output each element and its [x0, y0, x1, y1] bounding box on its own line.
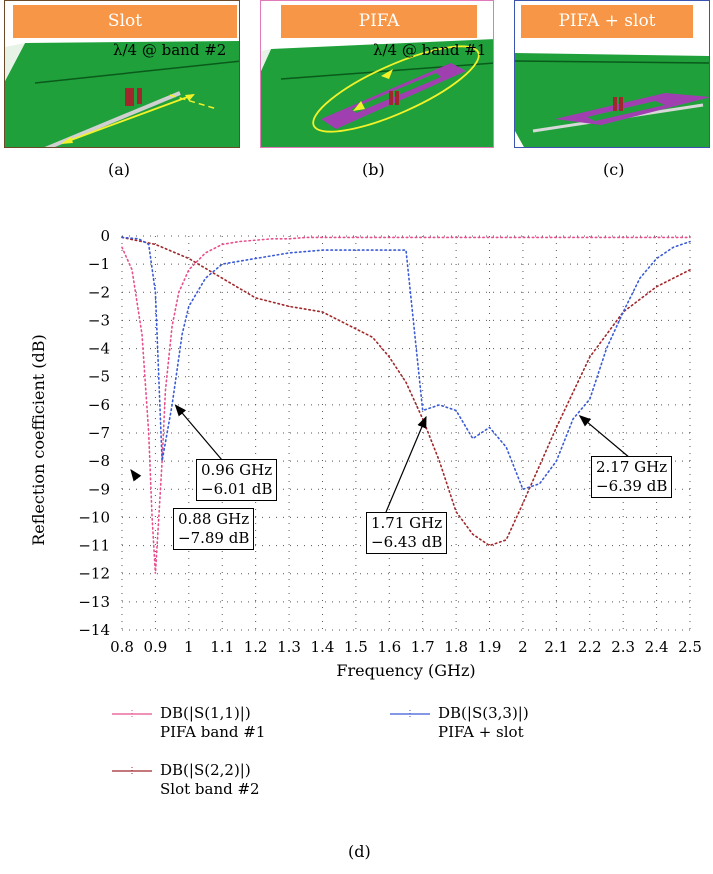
panel-b-note: λ/4 @ band #1	[373, 41, 487, 59]
y-axis-label: Reflection coefficient (dB)	[29, 334, 48, 546]
y-tick-label: −13	[78, 593, 110, 611]
panel-a-label: (a)	[108, 160, 131, 179]
x-tick-label: 2	[518, 638, 528, 656]
x-tick-label: 0.9	[143, 638, 167, 656]
panel-d-label: (d)	[348, 842, 371, 861]
legend-swatch-s22	[112, 767, 152, 775]
x-tick-label: 2.3	[611, 638, 635, 656]
panel-a-slot: Slot λ/4 @ band #2	[4, 0, 240, 148]
legend-s22-desc: Slot band #2	[160, 780, 260, 798]
x-tick-label: 1.1	[210, 638, 234, 656]
series-line-3	[121, 236, 691, 491]
y-tick-label: −3	[88, 311, 110, 329]
annotation-1-freq: 0.88 GHz	[178, 510, 250, 528]
annotation-arrow	[578, 415, 631, 459]
annotation-0-freq: 0.96 GHz	[201, 461, 273, 479]
legend-swatch-s33	[390, 710, 430, 718]
annotation-2-db: −6.43 dB	[371, 533, 443, 551]
legend-s33-desc: PIFA + slot	[438, 723, 524, 741]
x-tick-label: 1.7	[411, 638, 435, 656]
legend-s11-name: DB(|S(1,1)|)	[160, 704, 251, 722]
x-axis-label: Frequency (GHz)	[336, 661, 475, 680]
x-tick-label: 1.6	[377, 638, 401, 656]
y-tick-label: −2	[88, 283, 110, 301]
y-tick-label: 0	[100, 227, 110, 245]
panel-c-label: (c)	[603, 160, 625, 179]
legend-s11-desc: PIFA band #1	[160, 723, 266, 741]
y-tick-label: −11	[78, 537, 110, 555]
x-tick-label: 2.2	[578, 638, 602, 656]
chart-grid	[121, 235, 691, 631]
annotation-1-db: −7.89 dB	[178, 529, 250, 547]
x-tick-label: 1.9	[478, 638, 502, 656]
legend-s33-name: DB(|S(3,3)|)	[438, 704, 529, 722]
x-tick-label: 0.8	[110, 638, 134, 656]
chart-ticks: 0.8 0.9 1 1.1 1.2 1.3 1.4 1.5 1.6 1.7 1.8 1.9 2 2.1 2.…	[78, 227, 702, 656]
panel-a-note: λ/4 @ band #2	[113, 41, 227, 59]
y-tick-label: −10	[78, 508, 110, 526]
x-tick-label: 1.4	[311, 638, 335, 656]
annotation-box-1: 0.88 GHz −7.89 dB	[173, 508, 255, 550]
panel-c-pifa-slot: PIFA + slot	[514, 0, 710, 148]
x-tick-label: 2.4	[645, 638, 669, 656]
x-tick-label: 2.1	[544, 638, 568, 656]
y-tick-label: −4	[88, 340, 110, 358]
annotation-box-3: 2.17 GHz −6.39 dB	[591, 456, 673, 498]
y-tick-label: −8	[88, 452, 110, 470]
series-line-1	[121, 236, 691, 574]
legend-item-s33: DB(|S(3,3)|) PIFA + slot	[438, 704, 529, 742]
chart-annotation-arrows	[130, 404, 631, 513]
panel-b-pifa: PIFA λ/4 @ band #1	[260, 0, 494, 148]
panel-c-title: PIFA + slot	[521, 5, 693, 38]
x-tick-label: 1	[184, 638, 194, 656]
y-tick-label: −9	[88, 480, 110, 498]
annotation-arrow	[385, 415, 427, 513]
legend-item-s22: DB(|S(2,2)|) Slot band #2	[160, 761, 260, 799]
panel-b-title: PIFA	[281, 5, 477, 38]
y-tick-label: −6	[88, 396, 110, 414]
annotation-3-freq: 2.17 GHz	[596, 458, 668, 476]
x-tick-label: 1.5	[344, 638, 368, 656]
panel-a-title: Slot	[13, 5, 237, 38]
x-tick-label: 1.2	[244, 638, 268, 656]
annotation-arrow	[130, 469, 142, 482]
annotation-arrow	[174, 404, 223, 461]
x-tick-label: 2.5	[678, 638, 702, 656]
annotation-0-db: −6.01 dB	[201, 480, 273, 498]
annotation-box-0: 0.96 GHz −6.01 dB	[196, 459, 278, 501]
legend-item-s11: DB(|S(1,1)|) PIFA band #1	[160, 704, 265, 742]
annotation-box-2: 1.71 GHz −6.43 dB	[366, 512, 448, 554]
slot-antenna-image	[5, 41, 239, 147]
y-tick-label: −1	[88, 255, 110, 273]
legend-swatch-s11	[112, 710, 152, 718]
y-tick-label: −7	[88, 424, 110, 442]
y-tick-label: −12	[78, 565, 110, 583]
x-tick-label: 1.3	[277, 638, 301, 656]
pifa-antenna-image	[261, 39, 493, 147]
legend-s22-name: DB(|S(2,2)|)	[160, 761, 251, 779]
panel-b-label: (b)	[362, 160, 385, 179]
annotation-3-db: −6.39 dB	[596, 477, 668, 495]
y-tick-label: −14	[78, 621, 110, 639]
x-tick-label: 1.8	[444, 638, 468, 656]
pifa-slot-antenna-image	[515, 53, 709, 147]
annotation-2-freq: 1.71 GHz	[371, 514, 443, 532]
y-tick-label: −5	[88, 368, 110, 386]
